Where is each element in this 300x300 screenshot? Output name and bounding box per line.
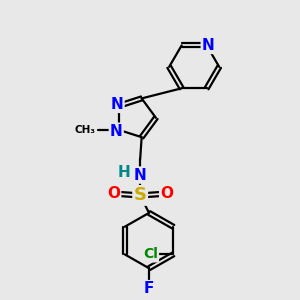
Text: O: O <box>160 187 173 202</box>
Text: N: N <box>202 38 214 53</box>
Text: Cl: Cl <box>143 248 158 261</box>
Text: N: N <box>134 167 146 182</box>
Text: O: O <box>107 187 120 202</box>
Text: S: S <box>134 186 147 204</box>
Text: F: F <box>144 281 154 296</box>
Text: CH₃: CH₃ <box>74 125 95 135</box>
Text: N: N <box>110 124 123 139</box>
Text: N: N <box>111 97 124 112</box>
Text: H: H <box>118 165 130 180</box>
